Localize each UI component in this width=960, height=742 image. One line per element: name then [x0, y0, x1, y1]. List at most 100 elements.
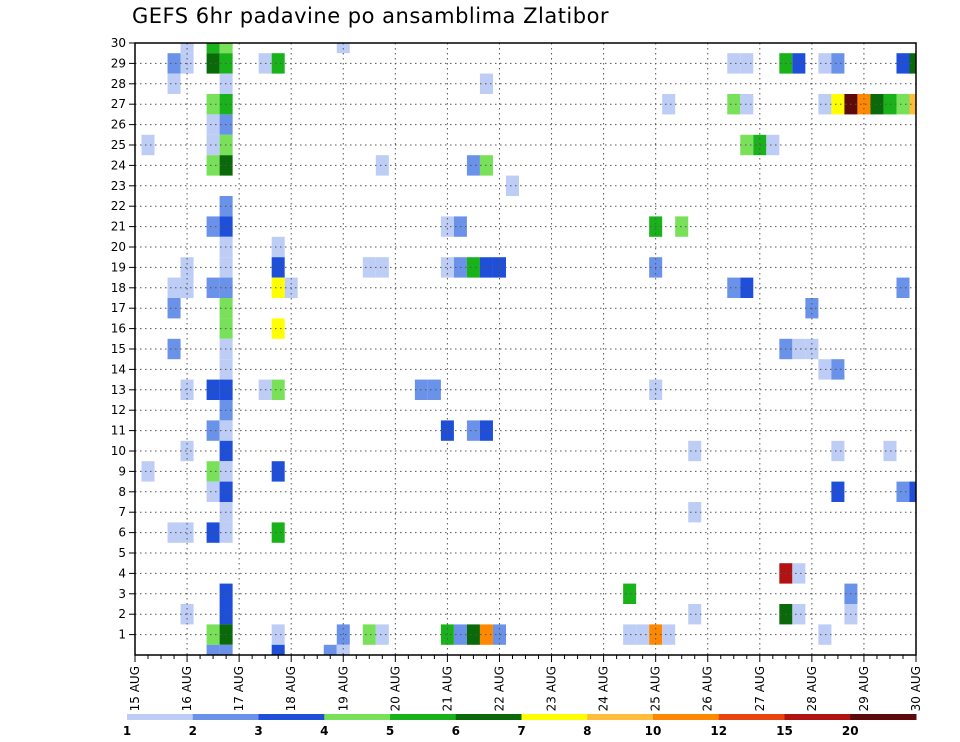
heatmap-cell — [688, 604, 702, 625]
heatmap-cell — [492, 624, 506, 645]
heatmap-cell — [375, 257, 389, 278]
heatmap-cell — [206, 216, 220, 237]
heatmap-cell — [740, 277, 754, 298]
heatmap-cell — [180, 277, 194, 298]
heatmap-cell — [466, 155, 480, 176]
colorbar-swatch — [784, 714, 851, 720]
y-tick-label: 14 — [111, 362, 126, 376]
x-tick-label: 15 AUG — [128, 666, 142, 711]
x-tick-label: 28 AUG — [805, 666, 819, 711]
heatmap-cell — [440, 216, 454, 237]
heatmap-cell — [740, 134, 754, 156]
heatmap-cell — [206, 43, 220, 54]
colorbar-label: 12 — [710, 724, 727, 738]
colorbar-label: 5 — [386, 724, 394, 738]
heatmap-cell — [271, 236, 285, 258]
y-tick-label: 21 — [111, 220, 126, 234]
heatmap-cell — [831, 359, 845, 380]
heatmap-cell — [206, 134, 220, 156]
heatmap-cell — [818, 624, 832, 645]
heatmap-cell — [505, 175, 519, 196]
heatmap-cell — [909, 53, 916, 74]
colorbar-label: 6 — [452, 724, 460, 738]
colorbar-swatch — [324, 714, 391, 720]
heatmap-cell — [440, 257, 454, 278]
y-tick-label: 20 — [111, 240, 126, 254]
y-tick-label: 24 — [111, 158, 126, 172]
heatmap-cell — [466, 420, 480, 441]
heatmap-cell — [662, 624, 676, 645]
heatmap-cell — [362, 257, 376, 278]
colorbar-swatch — [653, 714, 720, 720]
heatmap-cell — [636, 624, 650, 645]
heatmap-cell — [675, 216, 689, 237]
colorbar-swatch — [127, 714, 194, 720]
heatmap-cell — [909, 94, 916, 115]
y-tick-label: 11 — [111, 424, 126, 438]
heatmap-cell — [831, 440, 845, 462]
heatmap-cell — [870, 94, 884, 115]
x-tick-label: 22 AUG — [492, 666, 506, 711]
grid-layer — [135, 43, 916, 655]
colorbar-swatch — [718, 714, 785, 720]
y-tick-label: 17 — [111, 301, 126, 315]
heatmap-cell — [271, 461, 285, 482]
heatmap-cell — [909, 481, 916, 502]
heatmap-cell — [206, 277, 220, 298]
heatmap-cell — [375, 155, 389, 176]
heatmap-cell — [727, 53, 741, 74]
colorbar-swatch — [258, 714, 325, 720]
x-tick-label: 20 AUG — [388, 666, 402, 711]
heatmap-cell — [271, 257, 285, 278]
heatmap-cell — [206, 379, 220, 400]
heatmap-cell — [831, 53, 845, 74]
heatmap-cell — [766, 134, 780, 156]
x-tick-label: 25 AUG — [649, 666, 663, 711]
heatmap-cell — [740, 94, 754, 115]
y-tick-label: 23 — [111, 179, 126, 193]
colorbar: 1 2 3 4 5 6 7 8 10 12 15 20 — [123, 714, 917, 738]
x-tick-label: 26 AUG — [701, 666, 715, 711]
heatmap-cell — [831, 94, 845, 115]
y-tick-label: 18 — [111, 281, 126, 295]
heatmap-cell — [831, 481, 845, 502]
colorbar-label: 3 — [254, 724, 262, 738]
y-tick-label: 4 — [118, 566, 126, 580]
y-tick-label: 29 — [111, 56, 126, 70]
heatmap-cell — [336, 644, 350, 655]
heatmap-cell — [440, 420, 454, 441]
y-tick-label: 22 — [111, 199, 126, 213]
heatmap-cell — [792, 604, 806, 625]
heatmap-cell — [167, 298, 181, 319]
heatmap-cell — [427, 379, 441, 400]
y-tick-label: 5 — [118, 546, 126, 560]
heatmap-cell — [206, 481, 220, 502]
heatmap-cell — [492, 257, 506, 278]
heatmap-cell — [623, 583, 637, 604]
y-tick-label: 25 — [111, 138, 126, 152]
cells-layer — [141, 43, 916, 655]
heatmap-cell — [219, 644, 233, 655]
y-axis: 1234567891011121314151617181920212223242… — [111, 36, 135, 642]
heatmap-cell — [727, 94, 741, 115]
heatmap-cell — [271, 624, 285, 645]
heatmap-cell — [167, 338, 181, 360]
colorbar-label: 20 — [842, 724, 859, 738]
y-tick-label: 30 — [111, 36, 126, 50]
heatmap-cell — [375, 624, 389, 645]
heatmap-cell — [141, 134, 155, 156]
heatmap-cell — [662, 94, 676, 115]
colorbar-label: 15 — [776, 724, 793, 738]
x-axis: 15 AUG 16 AUG 17 AUG 18 AUG 19 AUG 20 AUG 21 A… — [128, 655, 923, 711]
heatmap-cell — [818, 94, 832, 115]
y-tick-label: 3 — [118, 587, 126, 601]
heatmap-cell — [818, 359, 832, 380]
heatmap-cell — [180, 522, 194, 543]
heatmap-cell — [896, 94, 910, 115]
y-tick-label: 9 — [118, 464, 126, 478]
heatmap-cell — [167, 277, 181, 298]
x-tick-label: 27 AUG — [753, 666, 767, 711]
heatmap-cell — [180, 257, 194, 278]
heatmap-cell — [206, 155, 220, 176]
